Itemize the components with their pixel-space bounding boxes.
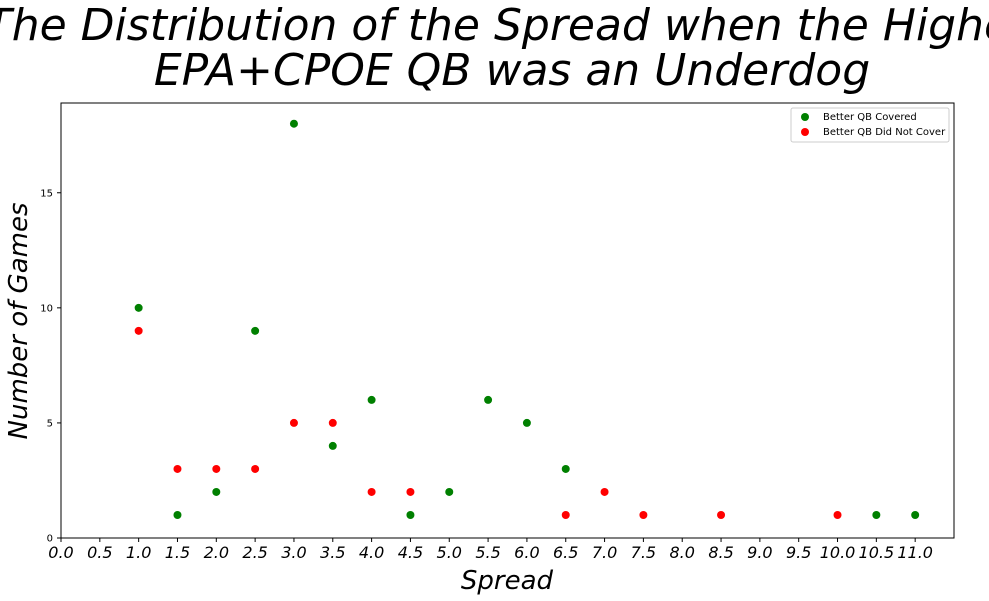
- point-not-covered: [367, 487, 376, 496]
- x-tick-label: 7.0: [592, 543, 617, 562]
- legend-label-covered: Better QB Covered: [823, 112, 917, 123]
- point-covered: [251, 326, 260, 335]
- point-not-covered: [639, 510, 648, 519]
- x-tick-label: 2.5: [242, 543, 267, 562]
- point-covered: [328, 441, 337, 450]
- x-tick-label: 9.5: [786, 543, 811, 562]
- x-tick-label: 11.0: [897, 543, 933, 562]
- point-not-covered: [717, 510, 726, 519]
- point-covered: [212, 487, 221, 496]
- x-tick-label: 1.0: [126, 543, 151, 562]
- x-tick-label: 3.0: [281, 543, 306, 562]
- chart-title-line-1: The Distribution of the Spread when the …: [0, 0, 989, 51]
- point-covered: [367, 395, 376, 404]
- point-covered: [522, 418, 531, 427]
- point-not-covered: [212, 464, 221, 473]
- point-not-covered: [833, 510, 842, 519]
- y-tick-label: 5: [47, 418, 53, 429]
- chart-title-line-2: EPA+CPOE QB was an Underdog: [154, 45, 870, 96]
- point-not-covered: [600, 487, 609, 496]
- y-tick-label: 0: [47, 534, 53, 545]
- point-covered: [289, 119, 298, 128]
- point-covered: [872, 510, 881, 519]
- y-tick-label: 10: [40, 303, 53, 314]
- legend-label-not-covered: Better QB Did Not Cover: [823, 127, 946, 138]
- point-not-covered: [561, 510, 570, 519]
- point-not-covered: [134, 326, 143, 335]
- x-tick-label: 7.5: [631, 543, 656, 562]
- point-covered: [406, 510, 415, 519]
- point-covered: [134, 303, 143, 312]
- x-tick-label: 6.0: [514, 543, 539, 562]
- x-tick-label: 6.5: [553, 543, 578, 562]
- data-points: [134, 119, 920, 519]
- x-tick-label: 8.5: [708, 543, 733, 562]
- x-tick-label: 8.0: [669, 543, 694, 562]
- point-covered: [484, 395, 493, 404]
- point-covered: [561, 464, 570, 473]
- point-covered: [911, 510, 920, 519]
- y-axis: 0 5 10 15: [40, 188, 61, 545]
- point-not-covered: [251, 464, 260, 473]
- legend: Better QB Covered Better QB Did Not Cove…: [790, 107, 950, 143]
- x-tick-label: 10.0: [820, 543, 856, 562]
- x-tick-label: 4.5: [398, 543, 423, 562]
- point-covered: [173, 510, 182, 519]
- x-axis: 0.0 0.5 1.0 1.5 2.0 2.5 3.0 3.5 4.0 4.5 5.0 5.5 6.0 6…: [48, 538, 933, 562]
- x-tick-label: 1.5: [165, 543, 190, 562]
- legend-marker-covered: [801, 113, 809, 121]
- x-tick-label: 5.0: [437, 543, 462, 562]
- y-axis-label: Number of Games: [4, 203, 34, 440]
- point-not-covered: [289, 418, 298, 427]
- x-tick-label: 5.5: [475, 543, 500, 562]
- legend-marker-not-covered: [801, 128, 809, 136]
- x-tick-label: 4.0: [359, 543, 384, 562]
- point-not-covered: [406, 487, 415, 496]
- x-axis-label: Spread: [461, 566, 554, 596]
- point-covered: [445, 487, 454, 496]
- point-not-covered: [173, 464, 182, 473]
- plot-area-frame: [60, 102, 955, 539]
- legend-box: [790, 107, 950, 143]
- x-tick-label: 9.0: [747, 543, 772, 562]
- x-tick-label: 0.5: [87, 543, 112, 562]
- point-not-covered: [328, 418, 337, 427]
- y-tick-label: 15: [40, 188, 53, 199]
- x-tick-label: 2.0: [204, 543, 229, 562]
- x-tick-label: 0.0: [48, 543, 73, 562]
- x-tick-label: 10.5: [859, 543, 895, 562]
- x-tick-label: 3.5: [320, 543, 345, 562]
